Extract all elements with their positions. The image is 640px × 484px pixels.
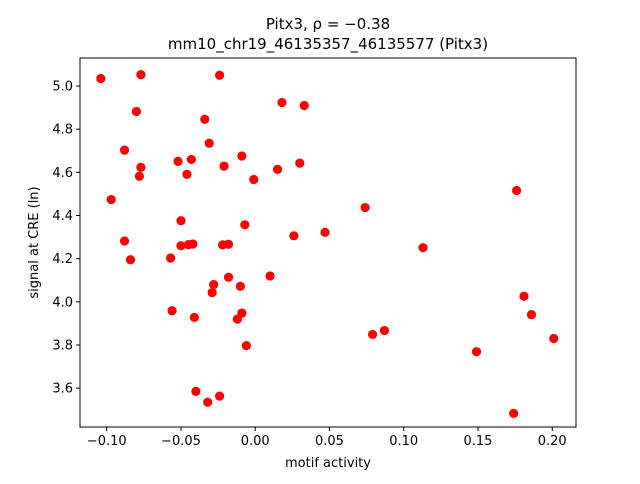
data-point	[295, 158, 305, 168]
data-point	[182, 169, 192, 179]
data-point	[360, 202, 370, 213]
data-point	[136, 162, 146, 173]
chart-title-line2: mm10_chr19_46135357_46135577 (Pitx3)	[168, 35, 488, 54]
data-point	[119, 145, 130, 155]
data-point	[119, 236, 130, 246]
x-tick-label: 0.10	[389, 434, 418, 449]
y-tick-label: 3.6	[52, 382, 73, 397]
data-point	[241, 341, 251, 351]
data-point	[134, 171, 145, 181]
data-point	[320, 227, 330, 237]
y-tick-label: 4.8	[52, 123, 73, 138]
data-point	[203, 397, 213, 407]
data-point	[509, 408, 519, 419]
data-point	[240, 220, 250, 230]
data-point	[204, 138, 214, 148]
data-point	[200, 114, 210, 124]
data-point	[188, 239, 198, 249]
plot-frame	[79, 57, 577, 428]
data-point	[367, 329, 378, 340]
data-point	[214, 70, 225, 80]
data-point	[549, 333, 559, 344]
data-point	[131, 106, 142, 117]
data-point	[207, 287, 217, 298]
data-point	[125, 255, 136, 265]
x-axis-ticks: −0.10 −0.05 0.00 0.05 0.10 0.15 0.20	[87, 427, 567, 449]
x-tick-label: 0.15	[464, 434, 493, 449]
data-point	[223, 239, 234, 249]
y-axis-label: signal at CRE (ln)	[27, 186, 42, 298]
data-point	[519, 291, 529, 301]
data-point	[249, 174, 259, 185]
data-point	[235, 281, 245, 291]
x-tick-label: 0.20	[538, 434, 567, 449]
data-point	[237, 151, 247, 161]
data-point	[289, 231, 299, 241]
y-axis-ticks: 3.6 3.8 4.0 4.2 4.4 4.6 4.8 5.0	[52, 80, 80, 397]
data-points	[96, 70, 559, 419]
data-point	[106, 194, 116, 205]
data-point	[379, 325, 390, 336]
y-tick-label: 4.0	[52, 295, 73, 310]
data-point	[511, 185, 522, 196]
x-tick-label: −0.05	[161, 434, 201, 449]
data-point	[277, 97, 287, 108]
data-point	[173, 156, 183, 166]
y-tick-label: 4.2	[52, 252, 73, 267]
data-point	[96, 73, 106, 84]
data-point	[299, 100, 309, 111]
data-point	[176, 241, 186, 251]
y-tick-label: 3.8	[52, 339, 73, 354]
chart-title-line1: Pitx3, ρ = −0.38	[266, 15, 390, 33]
y-tick-label: 4.6	[52, 166, 73, 181]
data-point	[471, 347, 482, 357]
data-point	[526, 309, 537, 320]
data-point	[209, 279, 219, 290]
data-point	[191, 386, 201, 396]
data-point	[219, 161, 229, 171]
data-point	[418, 243, 428, 253]
x-tick-label: −0.10	[87, 434, 127, 449]
data-point	[265, 271, 275, 281]
data-point	[232, 314, 243, 324]
data-point	[189, 312, 199, 322]
data-point	[136, 70, 146, 80]
data-point	[223, 272, 234, 282]
x-tick-label: 0.00	[241, 434, 270, 449]
y-tick-label: 4.4	[52, 209, 73, 224]
data-point	[165, 253, 176, 263]
data-point	[272, 164, 283, 174]
x-tick-label: 0.05	[315, 434, 344, 449]
data-point	[214, 391, 225, 401]
data-point	[176, 216, 186, 226]
data-point	[186, 154, 196, 165]
y-tick-label: 5.0	[52, 80, 73, 95]
data-point	[167, 306, 177, 316]
x-axis-label: motif activity	[285, 456, 371, 471]
